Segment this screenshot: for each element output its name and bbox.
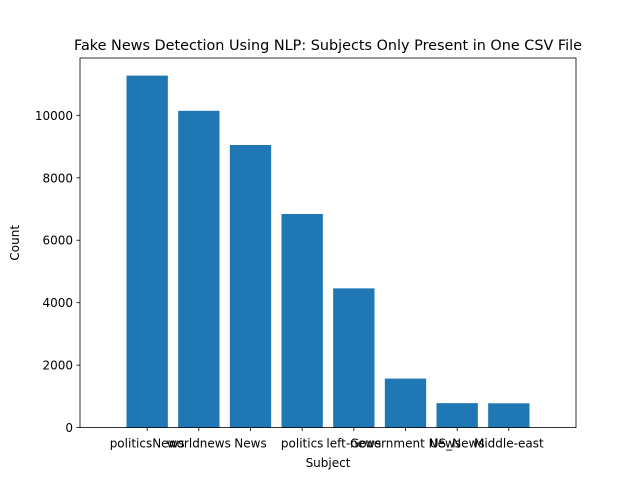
x-tick-label: politicsNews bbox=[110, 437, 185, 451]
bar-government-news bbox=[384, 378, 427, 428]
bars-group bbox=[126, 75, 530, 428]
bar-middle-east bbox=[488, 403, 530, 428]
y-tick-label: 0 bbox=[65, 421, 73, 435]
bar-politicsnews bbox=[126, 75, 168, 428]
x-tick-label: US_News bbox=[430, 437, 485, 451]
bar-us-news bbox=[436, 403, 478, 428]
plot-frame bbox=[79, 57, 577, 429]
x-tick-label: left-news bbox=[326, 437, 381, 451]
bar-politics bbox=[281, 213, 323, 428]
y-tick-label: 8000 bbox=[42, 171, 73, 185]
x-tick-label: worldnews bbox=[167, 437, 231, 451]
y-tick-label: 2000 bbox=[42, 359, 73, 373]
bar-worldnews bbox=[178, 110, 220, 428]
y-axis-ticks: 0 2000 4000 6000 8000 10000 bbox=[35, 109, 80, 435]
x-tick-label: politics bbox=[281, 437, 324, 451]
x-axis-label: Subject bbox=[306, 456, 351, 470]
y-tick-label: 4000 bbox=[42, 296, 73, 310]
x-tick-label: News bbox=[234, 437, 266, 451]
x-tick-label: Government News bbox=[350, 437, 461, 451]
chart-title: Fake News Detection Using NLP: Subjects … bbox=[74, 38, 582, 54]
x-tick-label: Middle-east bbox=[474, 437, 544, 451]
y-tick-label: 10000 bbox=[35, 109, 73, 123]
y-tick-label: 6000 bbox=[42, 234, 73, 248]
y-axis-label: Count bbox=[8, 225, 22, 261]
bar-left-news bbox=[333, 288, 375, 428]
bar-news bbox=[229, 144, 272, 428]
